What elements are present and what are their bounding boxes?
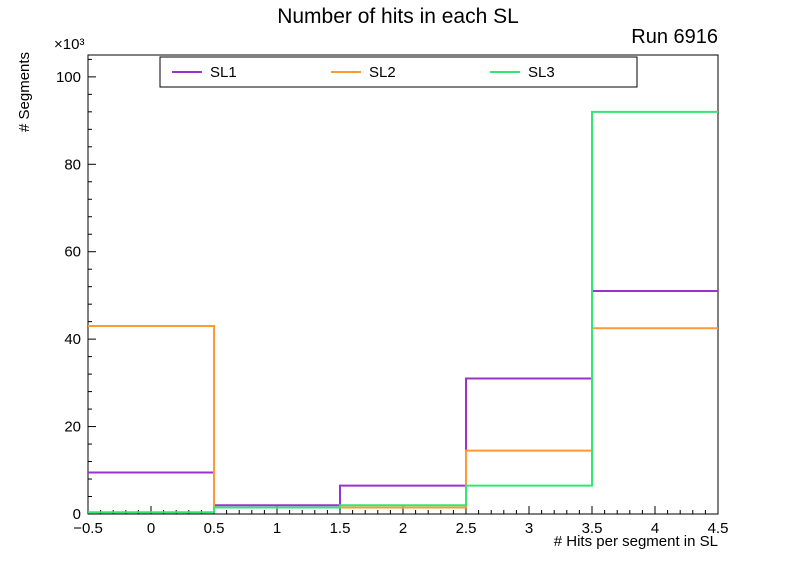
chart-title: Number of hits in each SL [277,5,519,28]
series-SL3-line [88,110,718,514]
x-axis-title: # Hits per segment in SL [553,533,718,550]
y-axis-tick-labels: 0 20 40 60 80 100 [56,69,81,523]
x-tick-label: 0.5 [204,520,225,537]
x-tick-label: 2.5 [456,520,477,537]
y-tick-label: 0 [73,506,81,523]
run-label: Run 6916 [631,26,718,48]
x-tick-label: 0 [147,520,155,537]
x-tick-label: −0.5 [73,520,103,537]
y-tick-label: 100 [56,69,81,86]
x-tick-label: 4.5 [708,520,729,537]
x-tick-label: 1 [273,520,281,537]
legend-label-SL1: SL1 [210,64,237,81]
legend-box [159,56,638,88]
series-SL1-line [88,290,718,507]
x-axis-tick-labels: −0.5 0 0.5 1 1.5 2 2.5 3 3.5 4 4.5 [73,520,728,537]
series-SL2-line [88,325,718,509]
x-tick-label: 2 [399,520,407,537]
y-axis-ticks [88,58,96,515]
y-tick-label: 80 [64,156,81,173]
x-tick-label: 1.5 [330,520,351,537]
legend-label-SL3: SL3 [528,64,555,81]
y-axis-multiplier: ×10³ [54,36,85,53]
x-tick-label: 4 [651,520,659,537]
x-tick-label: 3.5 [582,520,603,537]
y-tick-label: 20 [64,419,81,436]
y-tick-label: 60 [64,244,81,261]
plot-frame [87,54,719,515]
y-tick-label: 40 [64,331,81,348]
legend-label-SL2: SL2 [369,64,396,81]
x-tick-label: 3 [525,520,533,537]
legend: SL1 SL2 SL3 [159,56,638,88]
